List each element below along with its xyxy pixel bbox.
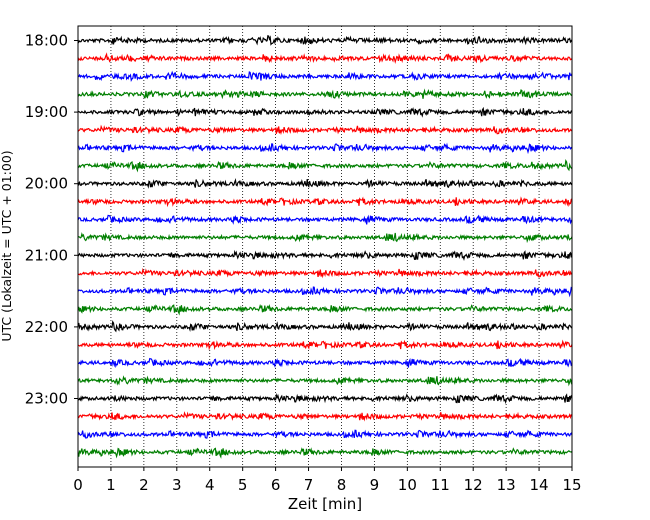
seismic-trace [77,142,573,155]
seismic-trace [77,447,573,459]
y-tick-label: 22:00 [25,318,68,336]
x-tick-label: 5 [238,476,248,494]
x-tick-label: 4 [205,476,215,494]
x-axis-label: Zeit [min] [288,495,362,513]
seismic-trace [77,124,573,136]
seismic-traces [77,35,573,459]
x-tick-label: 15 [562,476,581,494]
seismic-trace [77,267,573,279]
x-tick-label: 7 [304,476,314,494]
x-tick-label: 3 [172,476,182,494]
seismic-trace [77,411,573,422]
y-tick-label: 20:00 [25,175,68,193]
x-tick-label: 12 [464,476,483,494]
seismic-trace [77,392,573,405]
seismic-trace [77,158,573,173]
seismic-trace [77,35,573,46]
y-axis-label: UTC (Lokalzeit = UTC + 01:00) [0,150,14,341]
x-tick-label: 2 [139,476,149,494]
seismic-trace [77,339,573,351]
x-tick-label: 13 [497,476,516,494]
plot-frame [77,25,573,468]
seismic-trace [77,303,573,316]
seismic-trace [77,429,573,439]
y-tick-label: 19:00 [25,103,68,121]
seismic-trace [77,232,573,244]
seismic-trace [77,196,573,208]
x-tick-label: 6 [271,476,281,494]
y-tick-label: 18:00 [25,32,68,50]
seismic-trace [77,88,573,100]
seismic-trace [77,249,573,261]
x-tick-label: 8 [337,476,347,494]
y-tick-label: 21:00 [25,246,68,264]
x-tick-label: 9 [370,476,380,494]
x-axis-ticks: 0 1 2 3 4 5 6 7 8 9 10 11 12 13 14 15 [73,467,582,494]
x-tick-label: 0 [73,476,83,494]
seismic-trace [77,70,573,82]
x-tick-label: 11 [431,476,450,494]
x-tick-label: 14 [530,476,549,494]
seismic-trace [77,52,573,64]
seismic-trace [77,375,573,387]
x-tick-label: 1 [106,476,116,494]
seismic-trace [77,214,573,225]
seismic-trace [77,106,573,118]
seismic-trace [77,178,573,189]
y-axis-ticks: 18:00 19:00 20:00 21:00 22:00 23:00 [25,32,78,408]
y-tick-label: 23:00 [25,390,68,408]
seismic-trace [77,357,573,369]
x-tick-label: 10 [398,476,417,494]
seismic-trace [77,286,573,298]
seismic-trace [77,320,573,333]
